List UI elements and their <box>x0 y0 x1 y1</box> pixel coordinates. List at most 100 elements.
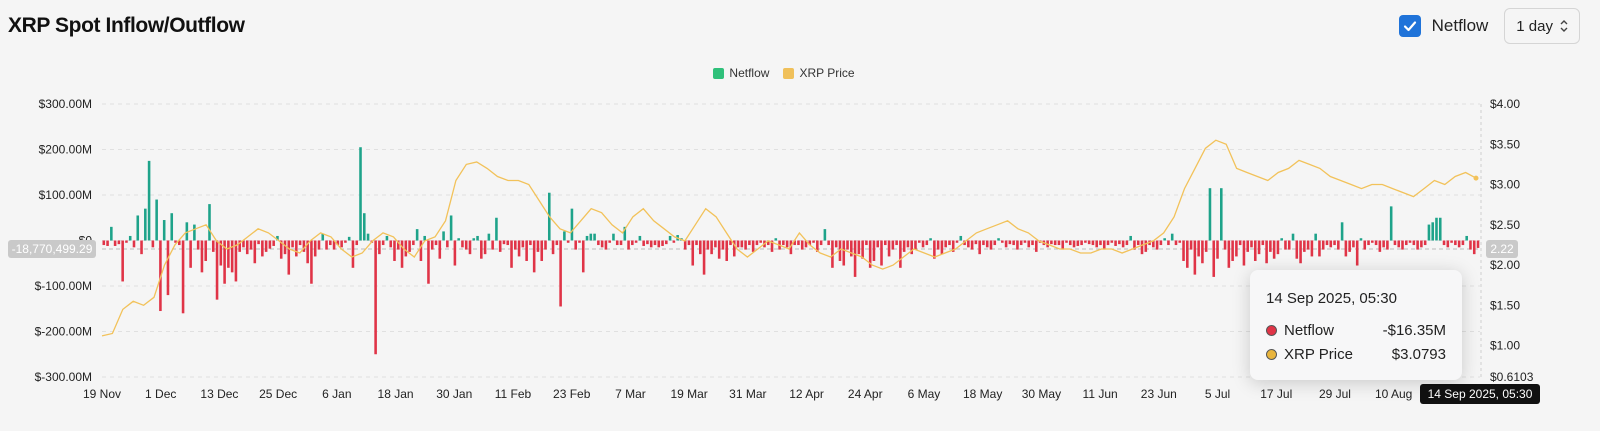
netflow-bar <box>1269 240 1272 252</box>
netflow-bar <box>487 233 491 241</box>
netflow-bar <box>208 204 211 241</box>
y-right-tick-label: $0.6103 <box>1490 370 1534 384</box>
netflow-bar <box>1299 240 1302 264</box>
netflow-bar <box>1416 240 1419 250</box>
netflow-bar <box>502 240 506 245</box>
netflow-bar <box>563 231 566 241</box>
netflow-bar <box>1446 240 1450 248</box>
netflow-bar <box>1155 240 1159 250</box>
x-tick-label: 18 Jan <box>378 387 414 401</box>
netflow-bar <box>1367 240 1370 246</box>
netflow-bar <box>1329 240 1333 248</box>
crosshair-left-value: -18,770,499.29 <box>8 240 96 258</box>
netflow-bar <box>211 240 215 252</box>
netflow-bar <box>1306 240 1310 250</box>
legend-netflow[interactable]: Netflow <box>713 66 769 80</box>
x-tick-label: 6 May <box>908 387 941 401</box>
netflow-bar <box>1461 240 1465 246</box>
netflow-bar <box>702 240 706 275</box>
y-right-tick-label: $2.00 <box>1490 258 1520 272</box>
netflow-bar <box>1076 240 1080 246</box>
netflow-bar <box>604 240 608 250</box>
netflow-bar <box>438 240 442 259</box>
netflow-bar <box>291 240 294 248</box>
netflow-bar <box>774 238 778 241</box>
netflow-bar <box>631 240 634 246</box>
y-right-tick-label: $2.50 <box>1490 218 1520 232</box>
netflow-bar <box>785 240 789 248</box>
netflow-bar <box>891 240 895 250</box>
netflow-bar <box>472 238 476 241</box>
y-left-tick-label: $-200.00M <box>35 325 92 339</box>
netflow-bar <box>1095 240 1098 248</box>
netflow-bar <box>974 240 978 245</box>
netflow-bar <box>967 240 970 248</box>
netflow-bar <box>412 240 415 246</box>
x-tick-label: 23 Jun <box>1141 387 1177 401</box>
netflow-bar <box>1204 240 1208 252</box>
netflow-bar <box>1099 240 1102 246</box>
interval-value: 1 day <box>1516 17 1553 35</box>
netflow-bar <box>227 240 230 268</box>
netflow-bar <box>1140 240 1144 255</box>
netflow-bar <box>313 240 317 257</box>
netflow-toggle-label[interactable]: Netflow <box>1431 16 1489 35</box>
netflow-bar <box>1182 240 1185 261</box>
netflow-bar <box>921 240 925 248</box>
tooltip-price-value: $3.0793 <box>1391 346 1446 363</box>
netflow-bar <box>1019 240 1023 246</box>
netflow-bar <box>204 240 208 261</box>
netflow-bar <box>1431 222 1434 241</box>
y-right-tick-label: $3.50 <box>1490 137 1520 151</box>
netflow-bar <box>264 240 268 252</box>
netflow-bar <box>510 240 513 268</box>
netflow-bar <box>1291 233 1295 241</box>
netflow-bar <box>506 240 510 246</box>
x-tick-label: 30 Jan <box>436 387 472 401</box>
tooltip-row-price: XRP Price $3.0793 <box>1266 346 1446 363</box>
netflow-bar <box>982 240 985 246</box>
netflow-bar <box>759 240 762 243</box>
netflow-bar <box>1412 240 1416 246</box>
netflow-bar <box>834 240 838 248</box>
netflow-bar <box>347 236 351 241</box>
netflow-bar <box>695 240 698 246</box>
netflow-bar <box>162 220 166 241</box>
y-left-tick-label: $300.00M <box>39 97 92 111</box>
netflow-bar <box>453 240 457 266</box>
netflow-bar <box>1231 240 1234 261</box>
netflow-bar <box>279 240 283 259</box>
x-tick-label: 18 May <box>963 387 1002 401</box>
netflow-bar <box>408 240 411 252</box>
netflow-bar <box>770 240 774 252</box>
netflow-checkbox[interactable] <box>1398 15 1421 37</box>
netflow-bar <box>1386 240 1389 250</box>
y-right-tick-label: $4.00 <box>1490 97 1520 111</box>
netflow-bar <box>566 240 570 243</box>
netflow-bar <box>1325 240 1329 246</box>
netflow-bar <box>619 240 623 246</box>
netflow-bar <box>223 240 226 284</box>
netflow-bar <box>612 233 615 241</box>
tooltip-netflow-label: Netflow <box>1284 322 1335 339</box>
netflow-bar <box>570 208 574 241</box>
legend-price[interactable]: XRP Price <box>783 66 855 80</box>
interval-select[interactable]: 1 day <box>1504 8 1580 44</box>
x-tick-label: 13 Dec <box>200 387 238 401</box>
netflow-bar <box>1144 240 1148 252</box>
chart-controls: Netflow 1 day <box>1398 8 1580 44</box>
netflow-bar <box>249 240 253 250</box>
netflow-bar <box>1401 240 1404 250</box>
netflow-bar <box>166 240 170 296</box>
netflow-bar <box>1261 240 1265 246</box>
netflow-bar <box>1344 240 1348 257</box>
netflow-bar <box>106 240 109 246</box>
netflow-bar <box>480 240 483 259</box>
netflow-bar <box>132 240 136 248</box>
netflow-bar <box>1389 206 1393 241</box>
netflow-bar <box>1004 240 1008 248</box>
netflow-bar <box>317 240 321 250</box>
netflow-bar <box>261 240 264 257</box>
netflow-bar <box>1265 240 1268 264</box>
